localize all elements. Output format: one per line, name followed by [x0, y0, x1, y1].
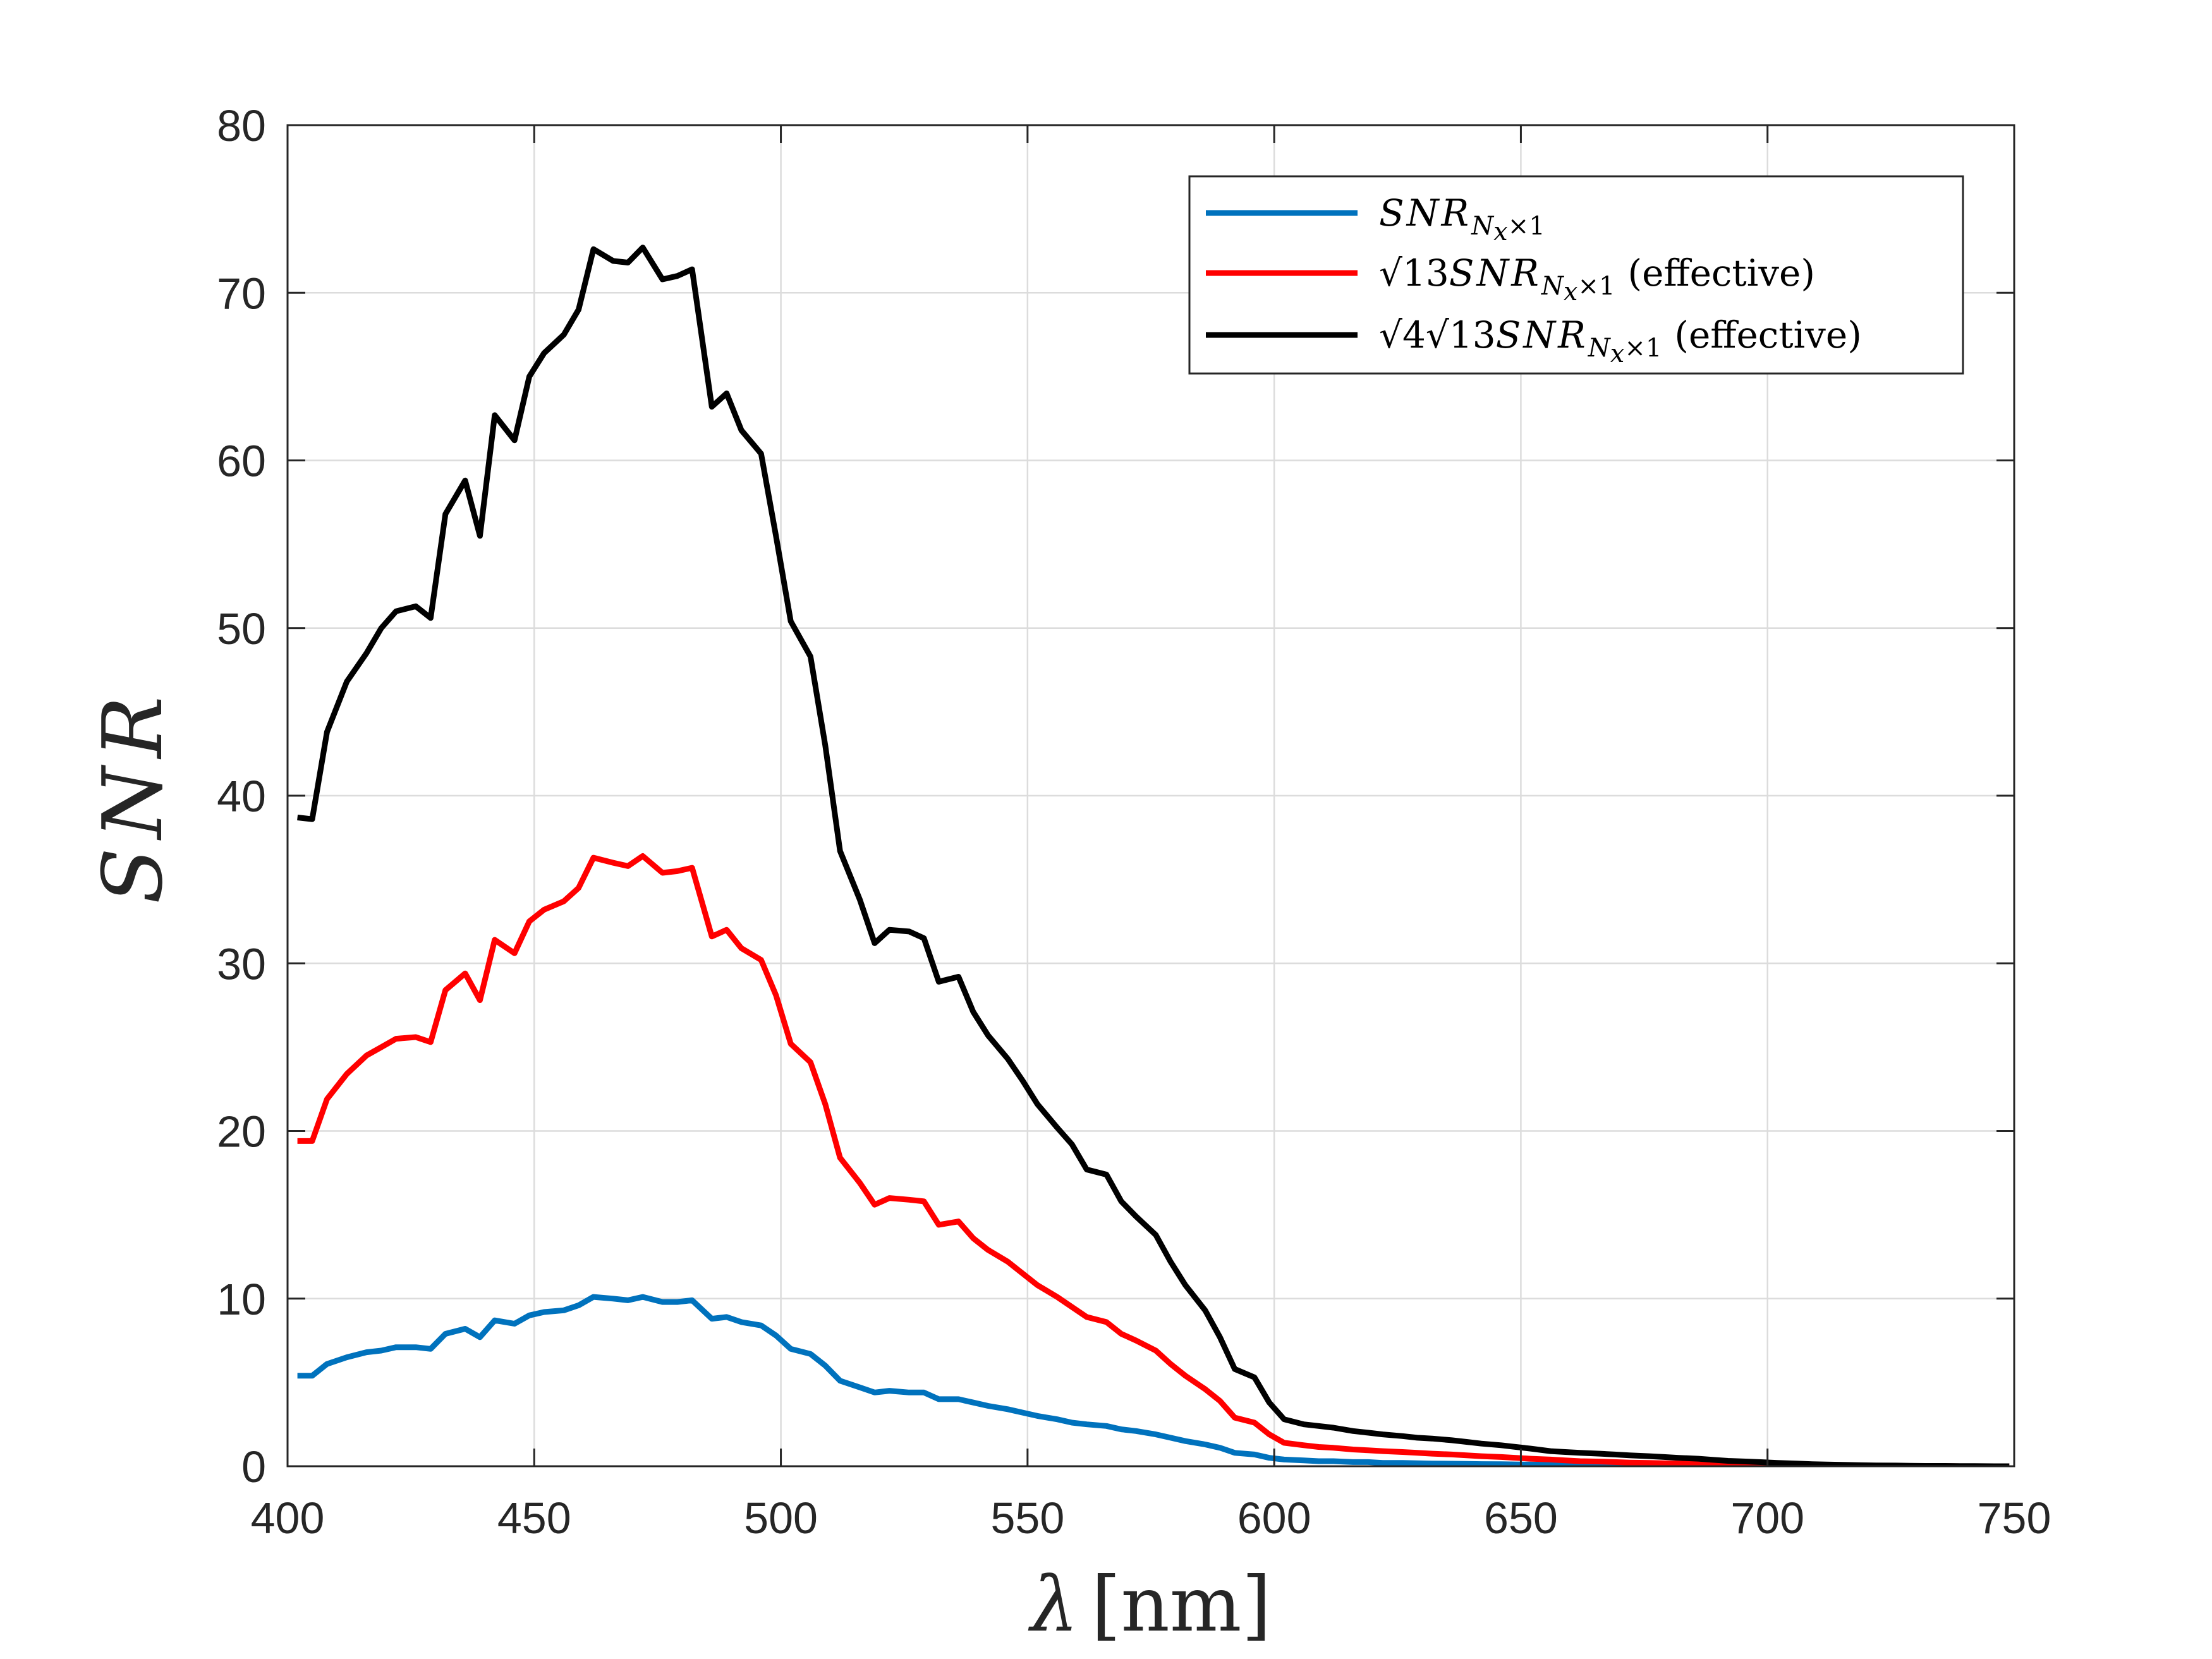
x-tick-labels: 400 450 500 550 600 650 700 750: [251, 1493, 2051, 1543]
x-tick-label: 400: [251, 1493, 325, 1543]
legend-label: SNRNx×1: [1379, 191, 1545, 246]
legend-label-sub: N: [1588, 334, 1612, 363]
legend: SNRNx×1√13SNRNx×1 (effective)√4√13SNRNx×1…: [1188, 175, 1964, 375]
y-tick-label: 10: [217, 1275, 266, 1324]
legend-label-prefix: √13: [1379, 252, 1449, 295]
axis-ticks: [286, 124, 2015, 1468]
y-tick-label: 80: [217, 101, 266, 150]
legend-label-prefix: √4√13: [1379, 313, 1496, 356]
legend-label-suffix: (effective): [1627, 252, 1815, 295]
legend-entries: SNRNx×1√13SNRNx×1 (effective)√4√13SNRNx×1…: [1206, 191, 1862, 368]
legend-label-subtail: ×1: [1577, 272, 1615, 301]
x-axis-title: λ [nm]: [1028, 1561, 1272, 1649]
x-tick-label: 600: [1237, 1493, 1311, 1543]
x-axis-unit: [nm]: [1091, 1561, 1272, 1649]
legend-label: √4√13SNRNx×1 (effective): [1379, 313, 1862, 368]
y-tick-label: 0: [241, 1442, 266, 1492]
y-tick-labels: 0 10 20 30 40 50 60 70 80: [217, 101, 266, 1492]
y-tick-label: 20: [217, 1107, 266, 1157]
series-line-3: [297, 245, 2010, 1466]
legend-label-sub: N: [1471, 212, 1495, 241]
grid-lines: [288, 125, 2014, 1466]
y-tick-label: 40: [217, 772, 266, 821]
x-tick-label: 700: [1730, 1493, 1804, 1543]
legend-label-main: SNR: [1449, 252, 1541, 295]
legend-label-subtail: ×1: [1508, 212, 1545, 241]
y-tick-label: 50: [217, 604, 266, 653]
legend-entry-2: √13SNRNx×1 (effective): [1206, 252, 1815, 307]
x-tick-label: 450: [497, 1493, 571, 1543]
x-tick-label: 650: [1484, 1493, 1558, 1543]
legend-label: √13SNRNx×1 (effective): [1379, 252, 1815, 307]
legend-label-sub: N: [1541, 272, 1565, 301]
legend-label-subsub: x: [1564, 277, 1578, 307]
legend-label-subtail: ×1: [1624, 334, 1662, 363]
y-axis-title: SNR: [85, 688, 181, 904]
legend-label-subsub: x: [1610, 339, 1625, 368]
legend-label-main: SNR: [1379, 191, 1471, 234]
legend-label-main: SNR: [1496, 313, 1588, 356]
x-tick-label: 550: [990, 1493, 1064, 1543]
x-axis-symbol: λ: [1028, 1561, 1079, 1649]
y-tick-label: 60: [217, 437, 266, 486]
legend-label-subsub: x: [1493, 217, 1508, 246]
y-tick-label: 70: [217, 269, 266, 318]
series-line-2: [297, 853, 2010, 1466]
x-tick-label: 750: [1978, 1493, 2051, 1543]
y-tick-label: 30: [217, 939, 266, 988]
legend-entry-3: √4√13SNRNx×1 (effective): [1206, 313, 1862, 368]
legend-label-suffix: (effective): [1674, 313, 1862, 356]
legend-entry-1: SNRNx×1: [1206, 191, 1545, 246]
x-tick-label: 500: [744, 1493, 818, 1543]
